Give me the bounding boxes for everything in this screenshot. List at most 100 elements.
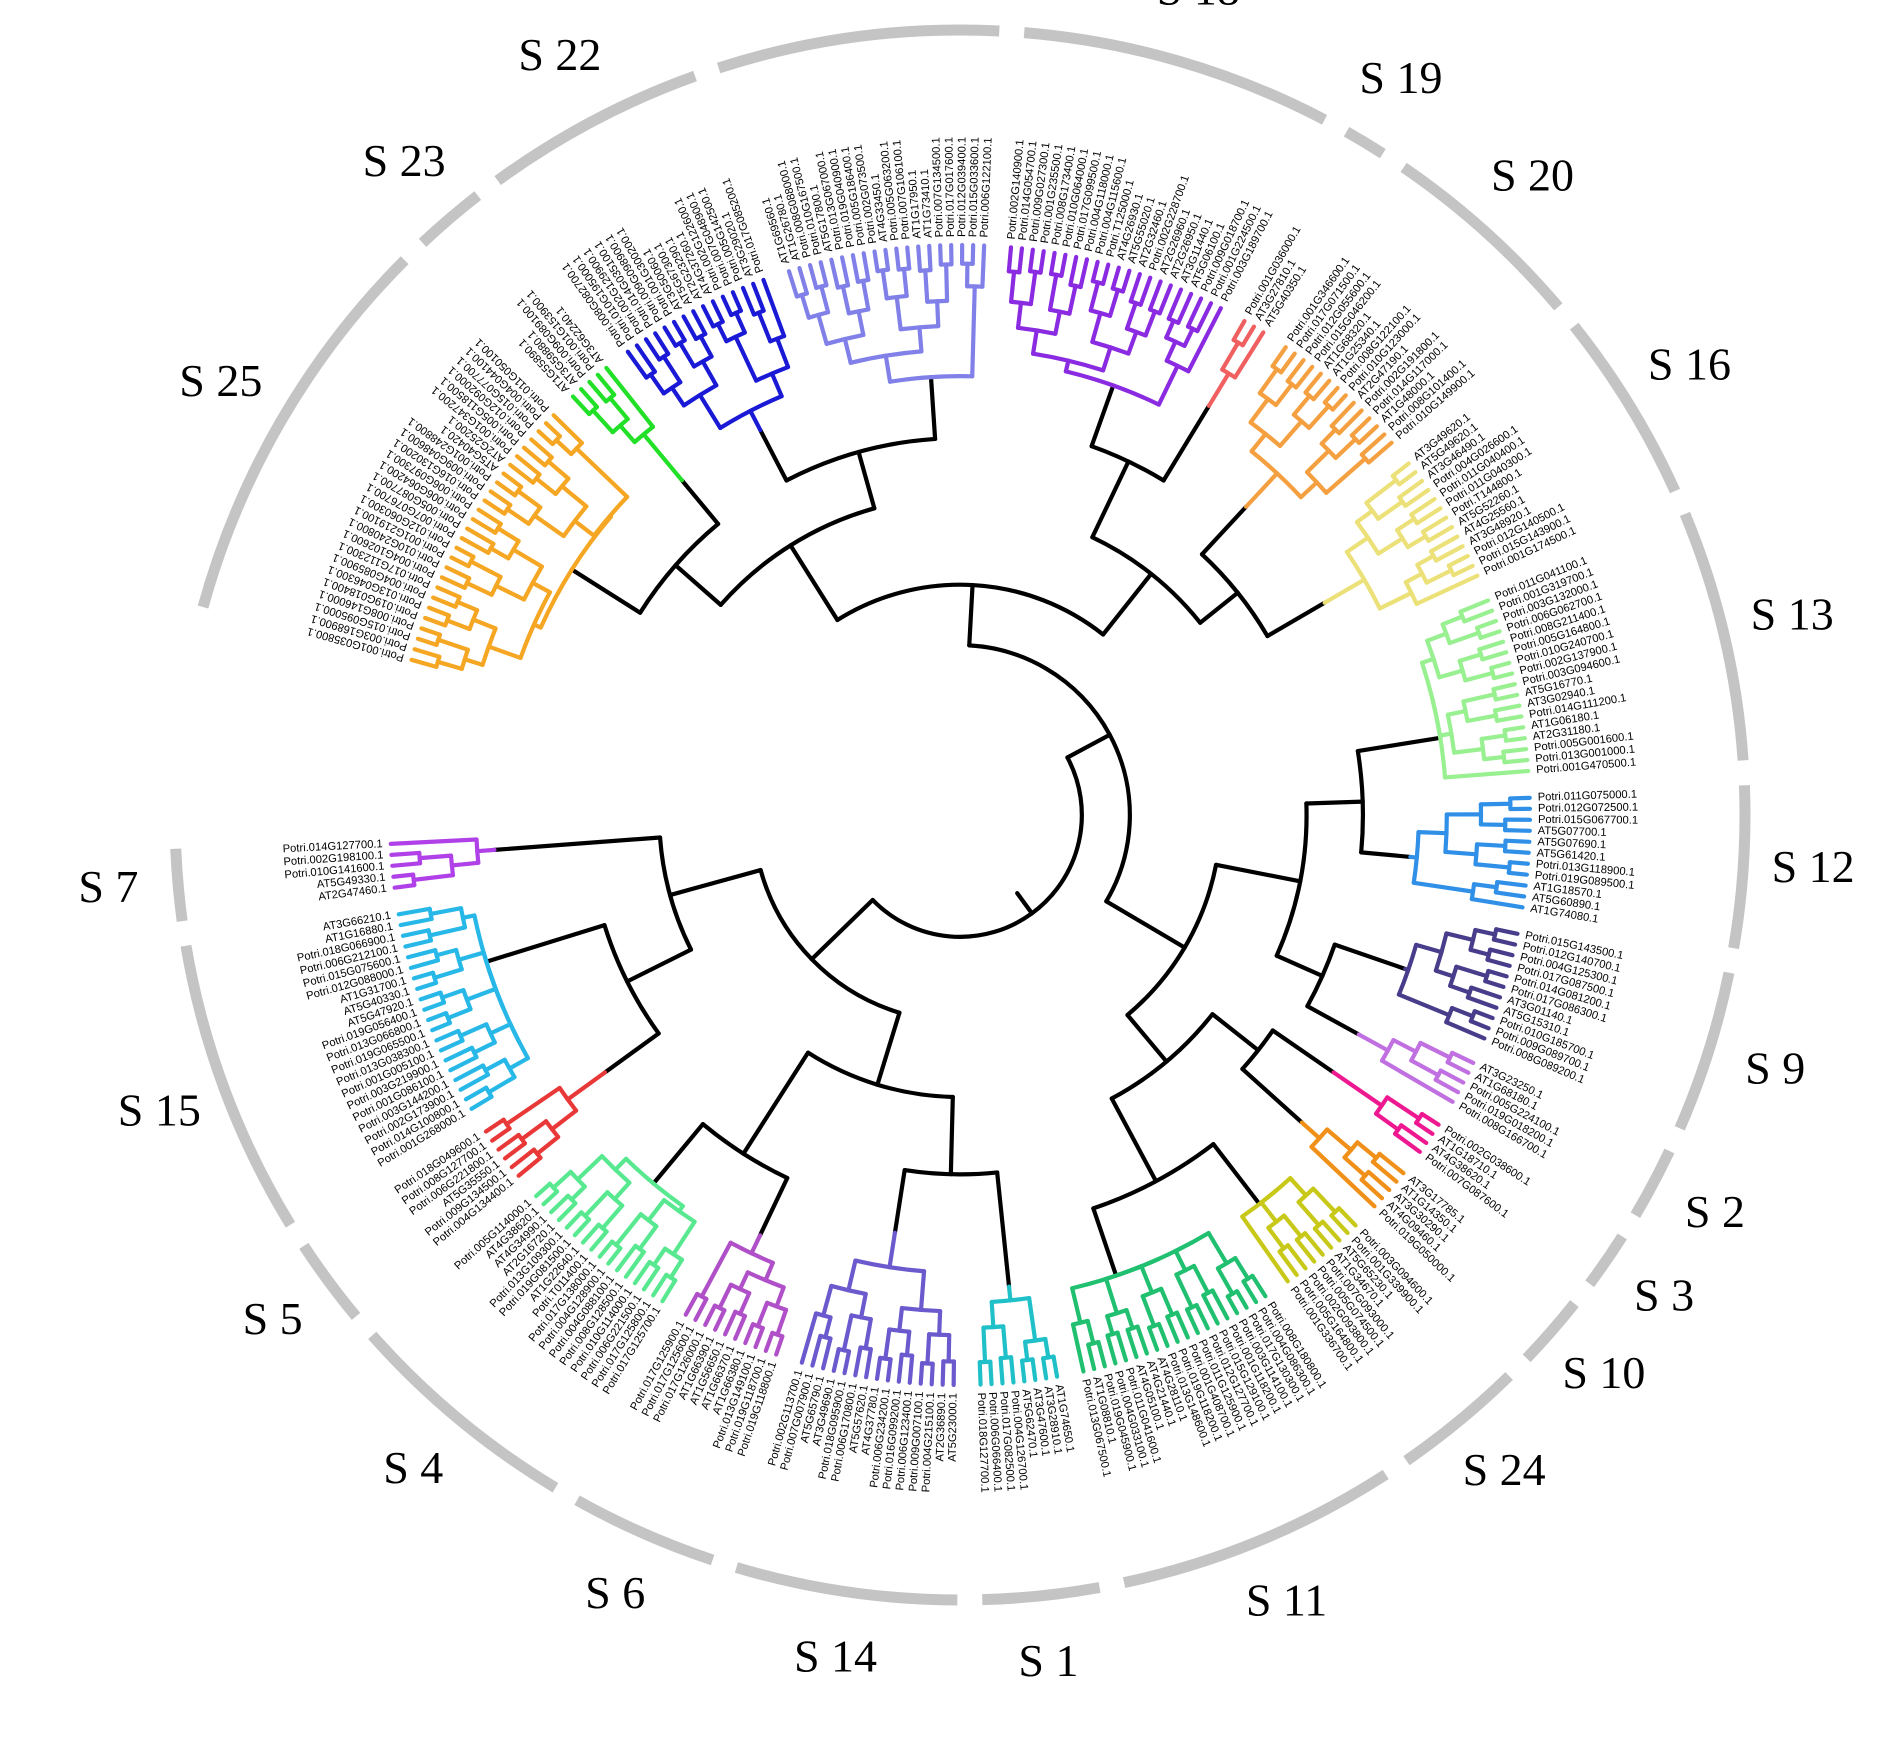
branch xyxy=(1329,400,1356,429)
branch xyxy=(422,1000,447,1012)
branch xyxy=(521,445,547,468)
branch xyxy=(1053,309,1062,336)
backbone-branch xyxy=(679,478,721,527)
subfamily-arc xyxy=(1728,785,1751,950)
branch xyxy=(1483,979,1506,990)
branch xyxy=(1480,650,1509,662)
branch xyxy=(1143,309,1157,338)
branch xyxy=(710,299,725,324)
branch xyxy=(1461,692,1497,704)
branch xyxy=(1444,1020,1487,1041)
branch xyxy=(1156,1321,1170,1348)
branch xyxy=(459,536,491,555)
branch xyxy=(476,507,503,526)
branch xyxy=(472,913,505,1009)
clade xyxy=(534,1154,697,1304)
branch xyxy=(580,1222,601,1245)
branch xyxy=(390,861,423,868)
branch xyxy=(1282,1213,1304,1239)
branch xyxy=(1493,692,1520,702)
subfamily-arc xyxy=(1585,1233,1627,1288)
branch xyxy=(507,1056,530,1071)
branch xyxy=(671,1219,697,1257)
branch xyxy=(1249,431,1268,454)
branch xyxy=(730,290,743,313)
subfamily-label: S 16 xyxy=(1648,339,1731,390)
branch xyxy=(1285,1243,1308,1271)
branch xyxy=(1344,535,1371,555)
branch xyxy=(529,437,554,460)
branch xyxy=(799,1311,819,1365)
branch xyxy=(699,1240,733,1299)
branch xyxy=(1294,1237,1317,1264)
branch xyxy=(998,1356,1005,1386)
branch xyxy=(1356,1032,1390,1053)
branch xyxy=(1433,544,1465,563)
branch xyxy=(1006,245,1014,274)
branch xyxy=(388,837,479,846)
subfamily-arc xyxy=(1122,1469,1389,1589)
subfamily-label: S 5 xyxy=(243,1293,303,1344)
branch xyxy=(1414,1120,1435,1136)
branch xyxy=(829,257,840,290)
branch xyxy=(1420,515,1449,534)
branch xyxy=(816,312,829,346)
branch xyxy=(1070,1322,1086,1374)
branch xyxy=(1115,1330,1129,1363)
branch xyxy=(432,967,464,980)
backbone-branch xyxy=(1090,459,1131,540)
branch xyxy=(1250,1273,1268,1299)
branch xyxy=(632,1259,652,1286)
branch xyxy=(458,1022,489,1038)
branch xyxy=(448,1055,479,1073)
branch xyxy=(1342,1155,1368,1178)
branch xyxy=(434,947,459,958)
branch xyxy=(651,1246,668,1268)
branch xyxy=(1336,1206,1358,1228)
tree-root xyxy=(1015,891,1035,916)
branch xyxy=(1501,746,1529,754)
branch xyxy=(1508,795,1532,801)
subfamily-label: S 9 xyxy=(1745,1042,1805,1093)
branch xyxy=(643,337,662,362)
branch xyxy=(907,1353,915,1385)
tree-backbone xyxy=(484,374,1443,1289)
subfamily-arc xyxy=(734,1562,958,1606)
branch xyxy=(1425,631,1449,643)
branch xyxy=(823,1315,833,1340)
branch xyxy=(1324,456,1368,495)
backbone-branch xyxy=(667,867,763,898)
branch xyxy=(486,644,523,661)
branch xyxy=(1491,937,1518,947)
branch xyxy=(864,1347,873,1380)
subfamily-arc xyxy=(1023,27,1328,125)
branch xyxy=(1059,252,1068,278)
branch xyxy=(1482,754,1507,762)
branch xyxy=(1370,1159,1399,1184)
branch xyxy=(1446,553,1470,568)
branch xyxy=(648,372,666,396)
branch xyxy=(927,243,933,273)
branch xyxy=(1320,1219,1342,1243)
branch xyxy=(1233,1256,1251,1281)
branch xyxy=(426,1011,449,1023)
branch xyxy=(715,321,729,344)
clade xyxy=(570,365,684,483)
branch xyxy=(839,255,851,288)
branch xyxy=(614,1243,638,1273)
branch xyxy=(465,526,496,546)
branch xyxy=(1488,947,1515,958)
branch xyxy=(572,518,597,538)
branch xyxy=(389,850,422,857)
branch xyxy=(1409,497,1437,517)
branch xyxy=(1411,880,1476,894)
branch xyxy=(1048,250,1057,277)
branch xyxy=(449,860,481,868)
backbone-branch xyxy=(967,643,1132,904)
branch xyxy=(872,249,880,274)
branch xyxy=(493,583,527,602)
branch xyxy=(821,1283,834,1318)
branch xyxy=(1298,480,1319,500)
subfamily-arc xyxy=(494,70,697,186)
branch xyxy=(1426,524,1455,543)
